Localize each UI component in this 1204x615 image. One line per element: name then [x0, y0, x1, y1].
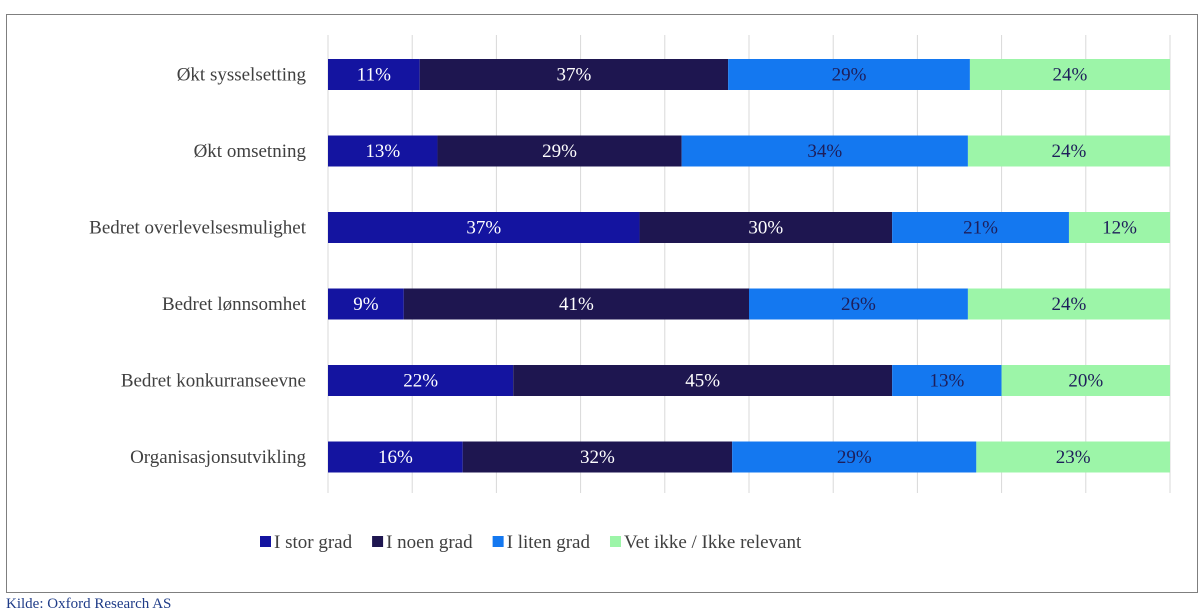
- data-label: 24%: [1052, 141, 1087, 162]
- data-label: 9%: [353, 294, 379, 315]
- data-label: 34%: [807, 141, 842, 162]
- legend-label: I stor grad: [274, 532, 353, 553]
- bar-segment: [1068, 212, 1170, 243]
- bar-segment: [328, 212, 640, 243]
- data-label: 11%: [357, 65, 391, 86]
- bar-segment: [967, 288, 1170, 320]
- bar-segment: [328, 135, 438, 167]
- data-label: 24%: [1052, 294, 1087, 315]
- category-label: Økt sysselsetting: [177, 65, 307, 86]
- legend-swatch: [609, 536, 621, 547]
- bar-segment: [969, 59, 1170, 90]
- data-label: 22%: [403, 371, 438, 392]
- category-label: Bedret konkurranseevne: [121, 371, 306, 392]
- bar-segment: [513, 365, 893, 396]
- bar-segment: [328, 288, 404, 320]
- bar-segment: [328, 365, 514, 396]
- category-label: Organisasjonsutvikling: [130, 447, 306, 468]
- data-label: 37%: [557, 65, 592, 86]
- bar-segment: [728, 59, 970, 90]
- legend-swatch: [260, 536, 271, 547]
- bar-segment: [328, 441, 463, 473]
- gridlines: [327, 35, 1171, 493]
- data-label: 32%: [580, 447, 615, 468]
- bar-segment: [681, 135, 968, 167]
- data-label: 20%: [1068, 371, 1103, 392]
- data-label: 16%: [378, 447, 413, 468]
- data-label: 24%: [1053, 65, 1088, 86]
- data-label: 13%: [929, 371, 964, 392]
- legend-swatch: [492, 536, 504, 547]
- data-label: 37%: [466, 218, 501, 239]
- bar-segment: [639, 212, 893, 243]
- bar-segment: [732, 441, 977, 473]
- bar-segment: [403, 288, 749, 320]
- source-note: Kilde: Oxford Research AS: [6, 596, 172, 612]
- legend: I stor grad I noen grad I liten grad Vet ik…: [260, 532, 802, 553]
- data-label: 21%: [963, 218, 998, 239]
- category-label: Økt omsetning: [194, 141, 307, 162]
- bar-segment: [976, 441, 1170, 473]
- bar-segment: [892, 365, 1002, 396]
- data-label: 29%: [542, 141, 577, 162]
- bar-segment: [419, 59, 729, 90]
- data-label: 30%: [748, 218, 783, 239]
- category-labels: Økt sysselsetting Økt omsetning Bedret ove…: [89, 65, 307, 469]
- data-label: 23%: [1056, 447, 1091, 468]
- category-label: Bedret lønnsomhet: [162, 294, 307, 315]
- data-label: 45%: [685, 371, 720, 392]
- legend-label: I liten grad: [507, 532, 591, 553]
- bars: 11% 37% 29% 24% 13% 29% 34% 24% 37% 30% 21% 12% 9% 41…: [328, 59, 1170, 473]
- bar-segment: [437, 135, 682, 167]
- bar-segment: [967, 135, 1170, 167]
- legend-label: I noen grad: [386, 532, 473, 553]
- category-label: Bedret overlevelsesmulighet: [89, 218, 307, 239]
- bar-segment: [1001, 365, 1170, 396]
- chart-frame: 11% 37% 29% 24% 13% 29% 34% 24% 37% 30% 21% 12% 9% 41…: [6, 14, 1198, 593]
- legend-swatch: [372, 536, 384, 547]
- data-label: 26%: [841, 294, 876, 315]
- bar-segment: [462, 441, 733, 473]
- data-label: 13%: [365, 141, 400, 162]
- data-label: 29%: [832, 65, 867, 86]
- data-label: 41%: [559, 294, 594, 315]
- bar-segment: [749, 288, 968, 320]
- stacked-bar-chart: 11% 37% 29% 24% 13% 29% 34% 24% 37% 30% 21% 12% 9% 41…: [89, 35, 1171, 553]
- legend-label: Vet ikke / Ikke relevant: [624, 532, 802, 553]
- data-label: 29%: [837, 447, 872, 468]
- bar-segment: [328, 59, 420, 90]
- data-label: 12%: [1102, 218, 1137, 239]
- bar-segment: [892, 212, 1069, 243]
